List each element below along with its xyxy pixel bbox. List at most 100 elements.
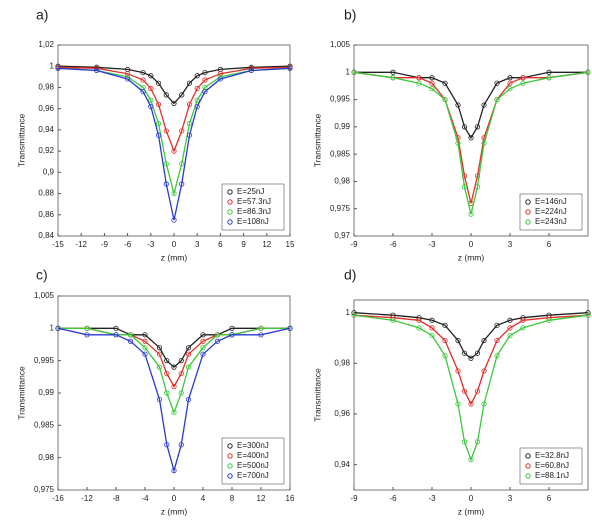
x-axis-label: z (mm) — [458, 252, 485, 262]
legend-label: E=25nJ — [237, 187, 264, 196]
x-tick-label: -6 — [124, 240, 132, 249]
fit-line — [353, 314, 589, 406]
x-tick-label: -3 — [147, 240, 155, 249]
y-tick-label: 1 — [50, 61, 55, 70]
data-point — [171, 409, 177, 415]
data-point — [178, 370, 184, 377]
data-point — [351, 312, 357, 318]
panel-label: a) — [36, 7, 48, 23]
data-point — [155, 80, 162, 86]
x-tick-label: 16 — [286, 494, 295, 503]
legend-label: E=32.8nJ — [535, 451, 569, 460]
data-point — [461, 388, 468, 394]
y-tick-label: 0,96 — [38, 104, 54, 113]
data-point — [202, 77, 208, 83]
data-point — [200, 338, 206, 344]
data-point — [178, 390, 184, 396]
x-tick-label: -6 — [389, 240, 397, 249]
y-tick-label: 0,88 — [38, 189, 54, 198]
data-point — [416, 80, 422, 86]
data-point — [429, 325, 435, 331]
data-point — [461, 184, 468, 190]
data-point — [461, 124, 468, 130]
fit-line — [353, 71, 589, 204]
data-point — [461, 350, 468, 356]
data-point — [217, 71, 223, 77]
data-point — [156, 364, 163, 370]
data-point — [494, 353, 500, 359]
data-point — [171, 467, 177, 474]
y-tick-label: 0,92 — [38, 146, 54, 155]
data-point — [163, 181, 169, 187]
data-point — [429, 75, 435, 81]
data-point — [163, 128, 169, 134]
legend-marker — [227, 463, 233, 469]
x-tick-label: -9 — [350, 240, 358, 249]
legend-marker — [227, 189, 233, 195]
legend-label: E=700nJ — [237, 471, 269, 480]
data-point — [474, 350, 481, 356]
data-point — [468, 211, 474, 217]
data-point — [520, 80, 526, 86]
fit-line — [57, 66, 291, 153]
legend-label: E=86.3nJ — [237, 207, 271, 216]
data-point — [178, 358, 184, 364]
data-point — [474, 184, 481, 190]
y-tick-label: 1 — [346, 308, 351, 317]
fit-line — [57, 67, 291, 221]
data-point — [125, 76, 131, 82]
fit-line — [57, 327, 291, 474]
data-point — [200, 332, 206, 338]
data-point — [229, 332, 235, 338]
data-point — [416, 75, 422, 81]
data-point — [494, 337, 500, 344]
x-tick-label: 12 — [262, 240, 271, 249]
data-point — [416, 317, 422, 323]
data-point — [468, 401, 474, 407]
data-point — [142, 332, 148, 338]
data-point — [461, 439, 468, 445]
data-point — [171, 364, 177, 370]
data-point — [171, 190, 177, 197]
data-point — [155, 120, 162, 127]
data-point — [481, 401, 487, 407]
data-point — [507, 86, 513, 92]
data-point — [140, 77, 146, 83]
data-point — [494, 96, 500, 103]
data-point — [186, 132, 193, 138]
legend-marker — [525, 463, 531, 469]
data-point — [186, 120, 193, 127]
x-tick-label: 3 — [195, 240, 200, 249]
data-point — [390, 75, 396, 81]
x-tick-label: -15 — [52, 240, 64, 249]
legend-marker — [525, 473, 531, 479]
x-axis-label: z (mm) — [161, 252, 188, 262]
data-point — [481, 102, 487, 108]
panel: 0,975 0,98 0,985 0,99 0,995 1 1,005 -16 -12 -8 -4 0… — [16, 267, 295, 517]
data-point — [520, 325, 526, 331]
data-point — [185, 345, 192, 351]
data-point — [507, 325, 513, 331]
y-tick-label: 0,94 — [38, 125, 54, 134]
y-tick-label: 0,86 — [38, 210, 54, 219]
data-point — [171, 148, 177, 154]
data-point — [140, 89, 146, 95]
data-point — [546, 317, 552, 323]
data-point — [217, 76, 223, 82]
legend-marker — [227, 209, 233, 215]
x-tick-label: -16 — [52, 494, 64, 503]
panel-label: c) — [36, 267, 48, 283]
x-tick-label: 6 — [547, 240, 552, 249]
data-point — [156, 351, 163, 357]
data-point — [185, 364, 192, 370]
fit-line — [353, 314, 589, 462]
y-tick-label: 0,96 — [334, 409, 350, 418]
x-tick-label: 0 — [469, 494, 474, 503]
legend-marker — [525, 219, 531, 225]
data-point — [546, 69, 552, 75]
y-tick-label: 0,985 — [34, 420, 55, 429]
data-point — [142, 338, 148, 344]
data-point — [442, 322, 448, 328]
x-tick-label: 15 — [286, 240, 295, 249]
